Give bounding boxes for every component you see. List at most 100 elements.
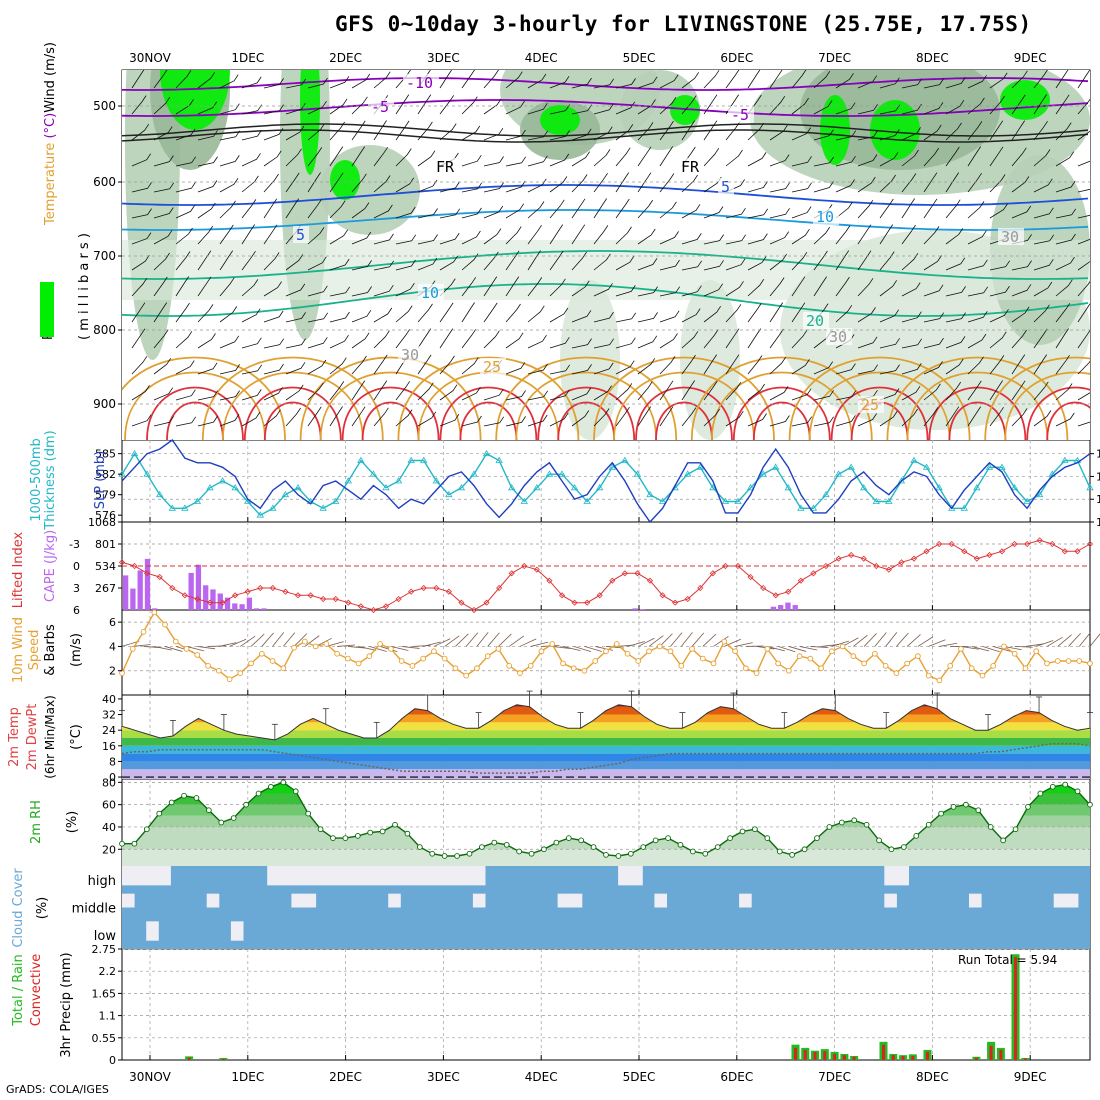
y-tick-label: 1015: [1096, 448, 1100, 461]
thickness-line-point: [998, 463, 1006, 470]
wind-barb: [659, 231, 679, 245]
cloud-gap: [630, 866, 643, 886]
wind-barb: [417, 234, 438, 245]
cloud-gap: [146, 866, 159, 886]
rh-shade: [1000, 80, 1050, 120]
rh-line-point: [987, 824, 994, 830]
wind-barb: [373, 354, 388, 375]
wind-barb: [197, 304, 214, 323]
thickness-line-point: [319, 504, 327, 511]
wind-barb: [945, 146, 960, 167]
wind-barb: [571, 338, 592, 349]
wind-barb: [175, 276, 190, 297]
wind-barb: [842, 637, 859, 647]
wind-barb: [967, 333, 987, 349]
wind-barb: [615, 285, 636, 297]
rh-line-point: [764, 835, 771, 841]
contour-label: 25: [861, 396, 879, 414]
wind-speed-line-point: [129, 646, 136, 652]
wind-barb: [351, 120, 366, 141]
wind-barb: [713, 635, 729, 647]
thickness-line-point: [269, 504, 277, 511]
wind-speed-line-point: [990, 663, 997, 669]
thickness-line-point: [872, 497, 880, 504]
wind-barb: [571, 224, 586, 245]
thickness-line-point: [621, 456, 629, 463]
y-tick-label: 585: [95, 448, 116, 461]
wind-barb: [813, 156, 835, 167]
wind-barb: [928, 639, 946, 647]
top-date-label: 7DEC: [818, 51, 851, 65]
wind-barb: [637, 146, 652, 167]
wind-barb: [813, 390, 834, 401]
cloud-row-label: low: [94, 929, 117, 944]
wind-barb: [1011, 70, 1028, 89]
wind-speed-line-point: [570, 665, 577, 672]
li-point: [206, 599, 214, 606]
rh-line-point: [354, 833, 361, 839]
wind-barb: [197, 646, 216, 650]
wind-barb: [241, 337, 262, 349]
wind-speed-line-point: [420, 655, 427, 662]
wind-barb: [461, 253, 479, 271]
wind-barb: [982, 646, 1000, 653]
wind-barb: [329, 311, 350, 323]
wind-barb: [810, 646, 829, 649]
wind-barb: [879, 309, 900, 323]
cape-bar: [785, 602, 791, 610]
li-point: [1024, 540, 1031, 548]
thickness-line-point: [206, 484, 214, 491]
wind-barb: [659, 173, 675, 193]
contour-15: [122, 250, 1089, 280]
rh-band: [122, 826, 1090, 850]
wind-barb: [219, 277, 235, 297]
wind-speed-line-point: [915, 653, 921, 659]
thickness-line-point: [482, 449, 491, 457]
wind-barb: [989, 72, 1008, 89]
thickness-line-point: [407, 456, 415, 463]
li-point: [496, 584, 503, 592]
thickness-line-point: [935, 484, 943, 491]
li-point: [1074, 548, 1081, 555]
contour-freezing-b: [122, 129, 1089, 143]
wind-barb: [307, 406, 322, 427]
panel-frame: [121, 948, 1091, 1061]
wind-barb: [455, 633, 469, 647]
wind-barb: [401, 646, 420, 649]
temp-label: 2m Temp: [7, 707, 22, 767]
wind-speed-line-point: [882, 663, 889, 669]
wind-barb: [483, 388, 504, 401]
bottom-date-label: 30NOV: [129, 1070, 171, 1084]
rh-line-point: [119, 840, 125, 847]
wind-barb: [923, 383, 941, 401]
cape-bar: [152, 608, 158, 610]
wind-barb: [615, 406, 630, 427]
wind-barb: [659, 201, 677, 219]
wind-unit-text: (m/s): [69, 633, 84, 667]
wind-barb: [1003, 646, 1022, 651]
wind-barb: [351, 286, 372, 297]
precip-conv-bar: [882, 1044, 885, 1060]
wind-barb: [285, 254, 304, 271]
li-point: [973, 555, 980, 562]
cloud-gap: [327, 866, 341, 886]
wind-barb: [659, 146, 674, 167]
wind-barb: [593, 362, 614, 375]
wind-barb: [395, 148, 412, 167]
wind-barb: [637, 286, 658, 297]
wind-barb: [131, 385, 150, 401]
wind-barb: [175, 251, 191, 271]
y-tick-label: 40: [102, 693, 116, 706]
wind-barb: [725, 328, 740, 349]
wind-barb: [1078, 632, 1091, 647]
wind-barb: [945, 77, 966, 89]
cape-bar: [203, 585, 209, 610]
wind-barb: [186, 646, 205, 652]
wind-barb: [307, 172, 321, 193]
li-point: [948, 540, 955, 548]
wind-barb: [175, 128, 196, 141]
precip-unit-text: 3hr Precip (mm): [59, 952, 74, 1057]
wind-barb: [1057, 634, 1072, 647]
wind-speed-line-point: [140, 629, 147, 635]
wind-barb: [769, 182, 790, 193]
